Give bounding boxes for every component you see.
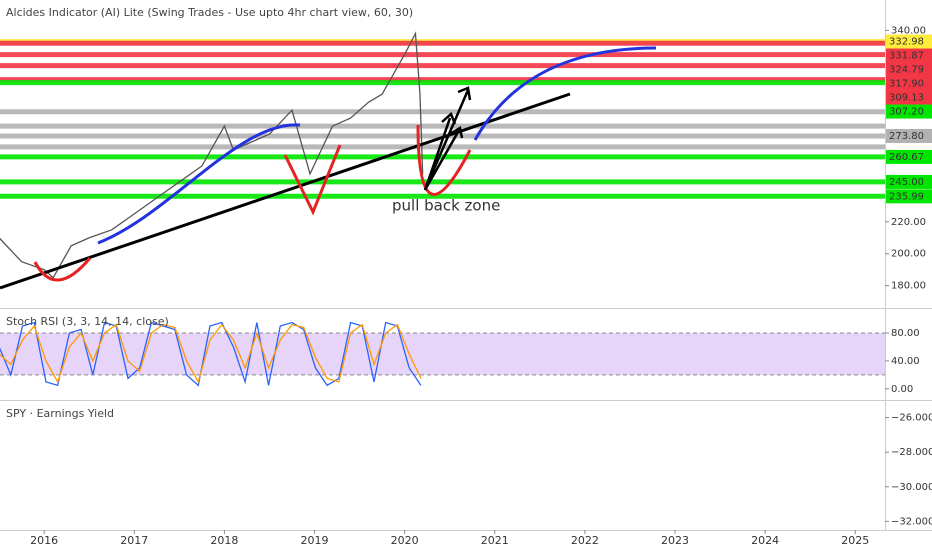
y-tick-label: −30.000 (891, 482, 932, 493)
annotation: pull back zone (392, 197, 500, 215)
arrow (423, 86, 472, 191)
trendline (0, 92, 571, 290)
band (0, 333, 885, 375)
level-tag (886, 189, 932, 204)
x-tick-label: 2018 (210, 534, 238, 547)
y-tick-label: 0.00 (891, 384, 913, 395)
y-tick-label: −32.000 (891, 516, 932, 527)
level-tag (886, 34, 932, 49)
level-label: 331.87 (889, 51, 924, 62)
level-tag (886, 76, 932, 91)
x-tick-label: 2023 (661, 534, 689, 547)
level-label: 273.80 (889, 131, 924, 142)
drawings (0, 46, 657, 290)
pane-title: SPY · Earnings Yield (6, 407, 114, 420)
red-curve (416, 124, 472, 196)
arrow (423, 126, 464, 191)
x-tick-label: 2019 (301, 534, 329, 547)
level-tag (886, 48, 932, 63)
level-tag (886, 174, 932, 189)
y-tick-label: 340.00 (891, 25, 926, 36)
red-curve (283, 144, 342, 216)
series-line (0, 321, 422, 387)
level-label: 309.13 (889, 93, 924, 104)
level-label: 332.98 (889, 37, 924, 48)
y-tick-label: 180.00 (891, 281, 926, 292)
level-tag (886, 90, 932, 105)
y-tick-label: 200.00 (891, 249, 926, 260)
y-tick-label: −28.000 (891, 447, 932, 458)
x-tick-label: 2016 (30, 534, 58, 547)
level-label: 235.99 (889, 191, 924, 202)
y-tick-label: 220.00 (891, 217, 926, 228)
y-tick-label: −26.000 (891, 413, 932, 424)
level-label: 317.90 (889, 79, 924, 90)
level-label: 260.67 (889, 152, 924, 163)
plot: 2016 2017 2018 2019 2020 2021 2022 2023 2024 2025… (0, 25, 932, 547)
x-tick-label: 2022 (571, 534, 599, 547)
arrow (423, 111, 457, 191)
level-label: 307.20 (889, 107, 924, 118)
level-label: 245.00 (889, 177, 924, 188)
level-tag (886, 104, 932, 119)
level-label: 324.79 (889, 65, 924, 76)
level-tag (886, 62, 932, 77)
x-tick-label: 2017 (120, 534, 148, 547)
x-tick-label: 2021 (481, 534, 509, 547)
pane-title: Alcides Indicator (AI) Lite (Swing Trade… (6, 6, 413, 19)
x-tick-label: 2020 (391, 534, 419, 547)
series-line (0, 323, 422, 384)
blue-curve (97, 123, 301, 245)
red-curve (33, 257, 92, 282)
y-tick-label: 80.00 (891, 328, 920, 339)
x-tick-label: 2024 (751, 534, 779, 547)
pane-title: Stoch RSI (3, 3, 14, 14, close) (6, 315, 169, 328)
level-tag (886, 128, 932, 143)
x-tick-label: 2025 (841, 534, 869, 547)
y-tick-label: 40.00 (891, 356, 920, 367)
level-tag (886, 149, 932, 164)
blue-curve (473, 46, 657, 141)
